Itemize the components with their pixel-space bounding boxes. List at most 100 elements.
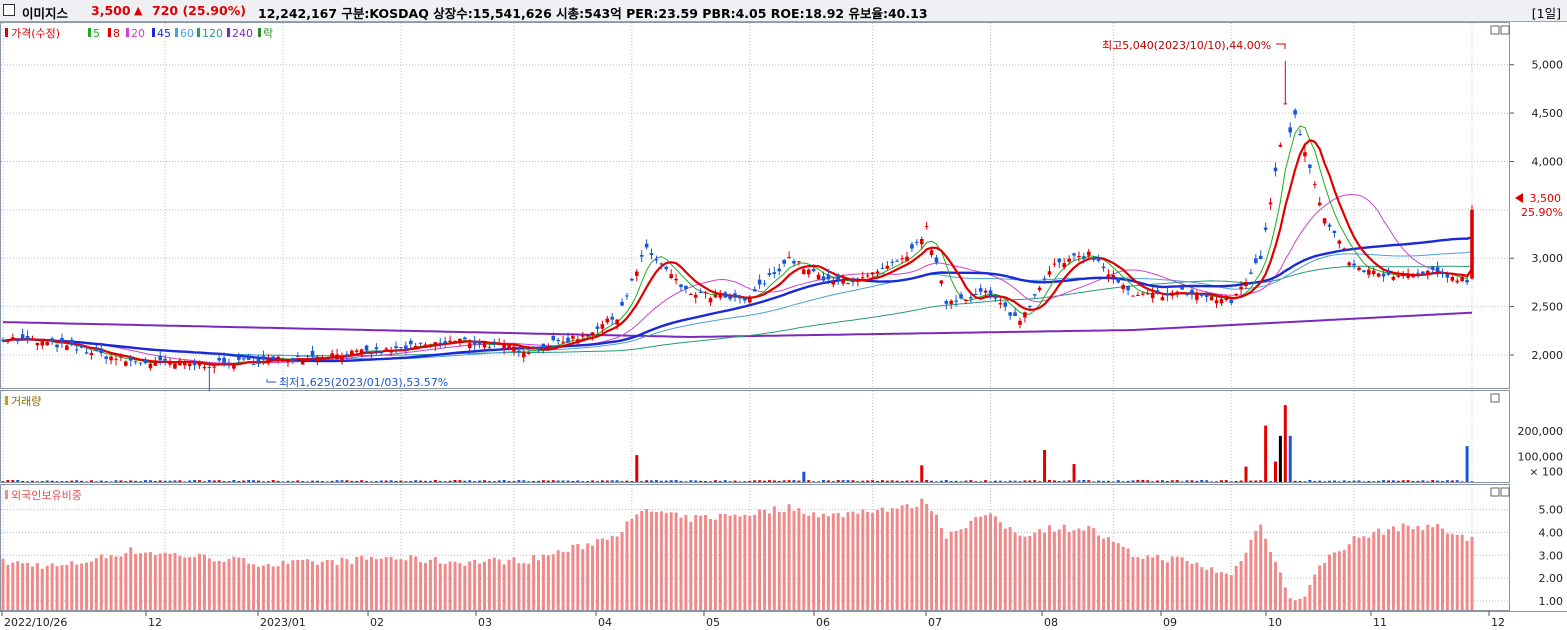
candle-body [1160, 297, 1165, 301]
foreign-bar [1337, 551, 1341, 610]
price-maximize-button[interactable] [1500, 25, 1510, 35]
foreign-bar [890, 508, 894, 610]
candle-body [1322, 218, 1327, 224]
candle-body [698, 292, 703, 294]
candle-body [1303, 152, 1307, 157]
candle-body [143, 359, 148, 364]
candle-body [418, 342, 423, 344]
foreign-bar [640, 511, 644, 610]
candle-body [1298, 133, 1302, 135]
foreign-bar [266, 563, 270, 610]
foreign-bar [247, 563, 251, 610]
foreign-bar [876, 509, 880, 610]
volume-bar [1460, 481, 1464, 482]
volume-bar [1436, 480, 1440, 482]
candle-body [885, 265, 890, 269]
foreign-bar [1, 558, 5, 610]
candle-body [949, 300, 954, 304]
foreign-bar [1092, 528, 1096, 610]
price-panel-controls[interactable] [1490, 25, 1510, 35]
foreign-bar [1249, 539, 1253, 610]
legend-price: 가격(수정) [11, 27, 60, 40]
foreign-bar [753, 514, 757, 610]
foreign-bar [173, 553, 177, 610]
header-bar: 이미지스 3,500 ▲ 720 (25.90%) 12,242,167 구분:… [0, 0, 1567, 22]
volume-bar [1052, 480, 1056, 482]
volume-panel-controls[interactable] [1490, 393, 1500, 403]
volume-minimize-button[interactable] [1490, 393, 1500, 403]
foreign-bar [1087, 525, 1091, 610]
volume-bar [291, 481, 295, 482]
foreign-bar [679, 517, 683, 610]
foreign-bar [11, 562, 15, 610]
foreign-bar [1264, 538, 1268, 610]
candle-body [684, 285, 688, 289]
foreign-bar [70, 561, 74, 610]
volume-bar [183, 481, 187, 482]
y-axis-area [1510, 22, 1567, 612]
volume-bar [905, 480, 909, 482]
candle-body [1136, 294, 1140, 296]
period-selector[interactable]: [1일] [1531, 6, 1561, 21]
foreign-tick-label: 2.00 [1539, 572, 1564, 585]
volume-bar [1416, 480, 1420, 482]
volume-bar [1102, 480, 1106, 482]
foreign-bar [404, 560, 408, 610]
candle-body [40, 341, 45, 346]
volume-bar [163, 480, 167, 482]
foreign-bar [1273, 561, 1277, 610]
foreign-maximize-button[interactable] [1500, 487, 1510, 497]
foreign-bar [261, 565, 265, 610]
price-tick-label: 4,500 [1532, 107, 1564, 120]
candle-body [1288, 127, 1293, 133]
volume-bar [595, 481, 599, 482]
foreign-minimize-button[interactable] [1490, 487, 1500, 497]
foreign-bar [458, 563, 462, 610]
price-minimize-button[interactable] [1490, 25, 1500, 35]
foreign-bar [473, 559, 477, 610]
foreign-bar [1386, 529, 1390, 610]
volume-bar [1121, 481, 1125, 482]
foreign-bar [802, 513, 806, 610]
foreign-bar [615, 536, 619, 610]
candle-body [1214, 300, 1219, 304]
candle-body [1190, 289, 1194, 295]
volume-bar [1224, 480, 1228, 482]
candle-body [1258, 255, 1263, 259]
volume-bar [1219, 480, 1223, 482]
volume-bar [846, 480, 850, 482]
foreign-bar [16, 561, 20, 610]
foreign-bar [1303, 596, 1307, 610]
volume-bar [532, 480, 536, 482]
foreign-panel-controls[interactable] [1490, 487, 1510, 497]
foreign-bar [871, 512, 875, 610]
volume-bar [880, 480, 884, 482]
volume-bar [1386, 480, 1390, 482]
foreign-bar [212, 561, 216, 610]
foreign-bar [546, 555, 550, 610]
volume-bar [124, 481, 128, 482]
candle-body [1332, 230, 1337, 233]
candle-body [295, 355, 300, 357]
candle-body [379, 351, 384, 354]
candle-body [114, 358, 118, 360]
legend-ex-rights: 락 [263, 27, 273, 40]
foreign-bar [743, 514, 747, 610]
foreign-bar [1362, 536, 1366, 610]
select-checkbox[interactable] [3, 4, 15, 16]
candle-body [173, 363, 177, 369]
foreign-bar [708, 518, 712, 610]
volume-bar [674, 480, 678, 482]
candle-body [890, 261, 895, 263]
candle-body [438, 342, 443, 344]
candle-body [1023, 312, 1027, 318]
candle-body [1254, 258, 1258, 263]
foreign-bar [1141, 558, 1145, 610]
candle-body [443, 341, 447, 343]
foreign-bar [85, 562, 89, 610]
foreign-bar [1323, 562, 1327, 610]
foreign-bar [1465, 540, 1469, 610]
volume-bar [335, 480, 339, 482]
volume-bar [566, 480, 570, 482]
candle-body [1, 339, 5, 341]
